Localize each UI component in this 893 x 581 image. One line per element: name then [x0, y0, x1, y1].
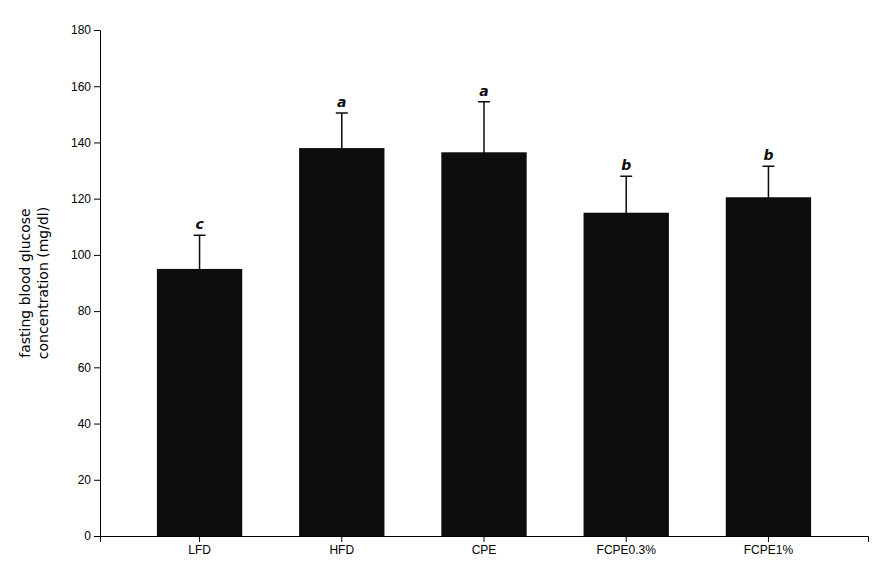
- annotations: c a a b b: [195, 83, 773, 233]
- y-tick-mark: [94, 30, 100, 31]
- y-tick-mark: [94, 255, 100, 256]
- y-tick-label: 0: [84, 529, 91, 543]
- plot: 0 20 40 60 80 100 120 140 160 180 LFD HFD CPE FCPE0.3…: [71, 23, 869, 556]
- y-tick-label: 20: [78, 473, 92, 487]
- x-tick-label: LFD: [188, 543, 211, 557]
- bar: [726, 197, 811, 536]
- y-tick-mark: [94, 142, 100, 143]
- x-tick: CPE: [472, 536, 497, 557]
- y-tick: 0: [84, 529, 100, 543]
- error-bar: [620, 176, 632, 249]
- x-tick-mark: [341, 536, 342, 542]
- y-axis-title-line: fasting blood glucose: [17, 208, 33, 357]
- x-axis-line: [101, 537, 869, 543]
- y-tick: 80: [78, 304, 100, 318]
- bar: [584, 213, 669, 536]
- y-tick-label: 180: [71, 23, 91, 37]
- x-tick-label: FCPE0.3%: [597, 543, 657, 557]
- y-axis-title: fasting blood glucoseconcentration (mg/d…: [17, 207, 51, 359]
- y-tick-label: 120: [71, 192, 91, 206]
- annotation: b: [621, 157, 631, 173]
- x-tick: FCPE1%: [744, 536, 794, 557]
- error-bar: [194, 235, 206, 302]
- y-tick-label: 80: [78, 304, 92, 318]
- y-tick-mark: [94, 480, 100, 481]
- y-axis-title-line: concentration (mg/dl): [35, 207, 51, 359]
- y-tick-label: 40: [78, 417, 92, 431]
- y-tick-label: 140: [71, 136, 91, 150]
- x-tick-label: CPE: [472, 543, 497, 557]
- y-tick: 160: [71, 80, 100, 94]
- y-tick: 40: [78, 417, 100, 431]
- x-tick-mark: [626, 536, 627, 542]
- x-tick-mark: [768, 536, 769, 542]
- annotation: a: [337, 94, 346, 110]
- bar: [299, 148, 384, 536]
- y-tick: 120: [71, 192, 100, 206]
- x-tick-label: HFD: [329, 543, 354, 557]
- annotation: a: [479, 83, 488, 99]
- y-tick-mark: [94, 367, 100, 368]
- error-bar: [478, 102, 490, 203]
- y-tick: 140: [71, 136, 100, 150]
- marks: [157, 102, 811, 536]
- x-tick: LFD: [188, 536, 211, 557]
- y-tick-mark: [94, 424, 100, 425]
- annotation: b: [763, 147, 773, 163]
- bar: [157, 269, 242, 536]
- y-axis-line: [94, 31, 101, 537]
- bar: [441, 152, 526, 536]
- y-tick: 20: [78, 473, 100, 487]
- x-tick-label: FCPE1%: [744, 543, 794, 557]
- y-tick-mark: [94, 536, 100, 537]
- y-tick-mark: [94, 86, 100, 87]
- annotation: c: [195, 216, 204, 232]
- x-tick: FCPE0.3%: [597, 536, 657, 557]
- y-axis: 0 20 40 60 80 100 120 140 160 180: [71, 23, 101, 543]
- y-tick: 180: [71, 23, 100, 37]
- x-axis: LFD HFD CPE FCPE0.3% FCPE1%: [101, 536, 869, 557]
- x-tick-mark: [484, 536, 485, 542]
- x-tick: HFD: [329, 536, 354, 557]
- y-tick-label: 160: [71, 80, 91, 94]
- y-tick: 100: [71, 248, 100, 262]
- y-tick-mark: [94, 199, 100, 200]
- y-tick-mark: [94, 311, 100, 312]
- error-bar: [336, 113, 348, 183]
- error-bar: [762, 166, 774, 228]
- y-tick: 60: [78, 361, 100, 375]
- y-tick-label: 100: [71, 248, 91, 262]
- y-tick-label: 60: [78, 361, 92, 375]
- chart: 0 20 40 60 80 100 120 140 160 180 LFD HFD CPE FCPE0.3…: [0, 0, 893, 581]
- x-tick-mark: [199, 536, 200, 542]
